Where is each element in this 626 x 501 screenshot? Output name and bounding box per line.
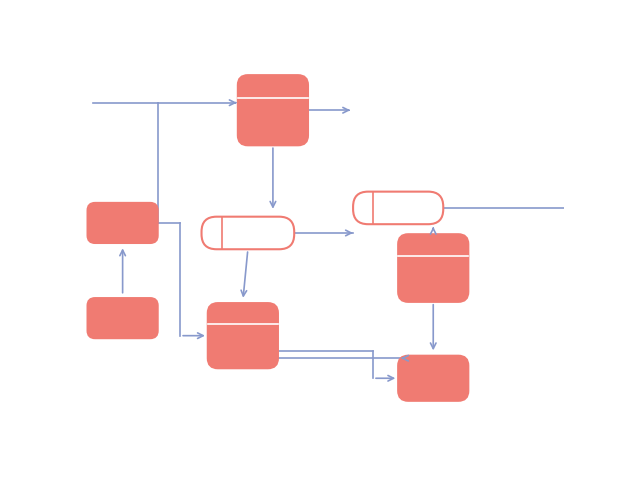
FancyBboxPatch shape: [353, 192, 443, 224]
FancyBboxPatch shape: [238, 75, 308, 145]
FancyBboxPatch shape: [88, 203, 158, 243]
FancyBboxPatch shape: [398, 234, 468, 302]
FancyBboxPatch shape: [88, 298, 158, 338]
FancyBboxPatch shape: [398, 356, 468, 401]
FancyBboxPatch shape: [208, 303, 278, 368]
FancyBboxPatch shape: [202, 216, 294, 249]
